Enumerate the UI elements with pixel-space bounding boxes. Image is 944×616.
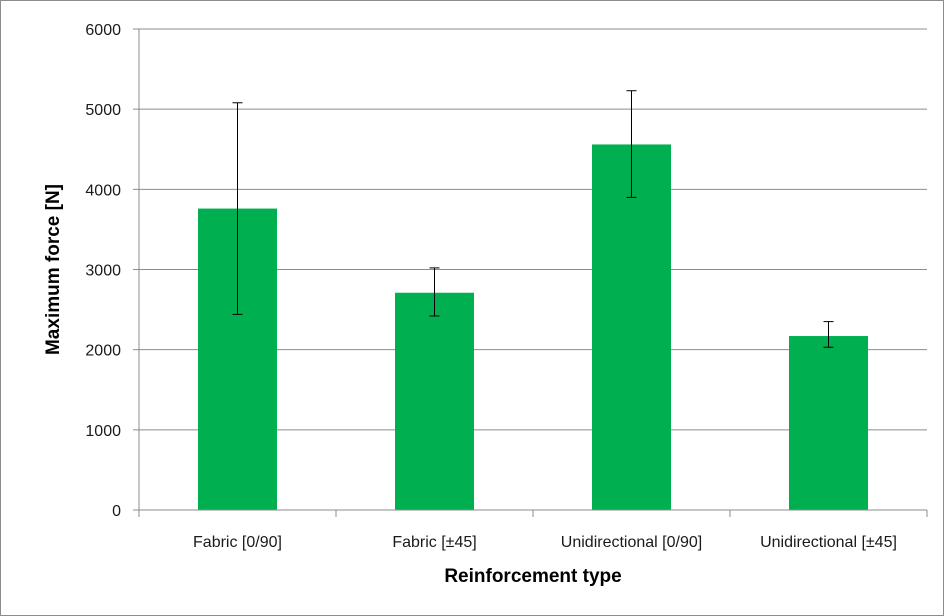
bars: [198, 144, 868, 510]
error-bar: [429, 267, 440, 317]
x-tick-label: Fabric [±45]: [392, 534, 476, 551]
bar: [395, 292, 474, 510]
bar: [592, 144, 671, 510]
y-tick-label: 0: [112, 503, 121, 520]
y-tick-label: 1000: [85, 423, 121, 440]
x-tick-label: Unidirectional [±45]: [760, 534, 897, 551]
y-tick-label: 6000: [85, 22, 121, 39]
x-tick-label: Fabric [0/90]: [193, 534, 282, 551]
axes: [133, 28, 928, 517]
x-tick-labels: Fabric [0/90] Fabric [±45] Unidirectional …: [193, 534, 897, 551]
error-bars: [232, 90, 834, 348]
y-tick-label: 5000: [85, 102, 121, 119]
error-bar: [232, 102, 243, 315]
x-tick-label: Unidirectional [0/90]: [561, 534, 702, 551]
y-axis-title: Maximum force [N]: [43, 184, 64, 355]
bar: [789, 336, 868, 510]
error-bar: [626, 90, 637, 198]
x-axis-title: Reinforcement type: [444, 566, 621, 587]
error-bar: [823, 321, 834, 348]
y-tick-label: 2000: [85, 343, 121, 360]
y-tick-labels: 0 1000 2000 3000 4000 5000 6000: [85, 22, 121, 520]
y-tick-label: 3000: [85, 263, 121, 280]
y-tick-label: 4000: [85, 182, 121, 199]
